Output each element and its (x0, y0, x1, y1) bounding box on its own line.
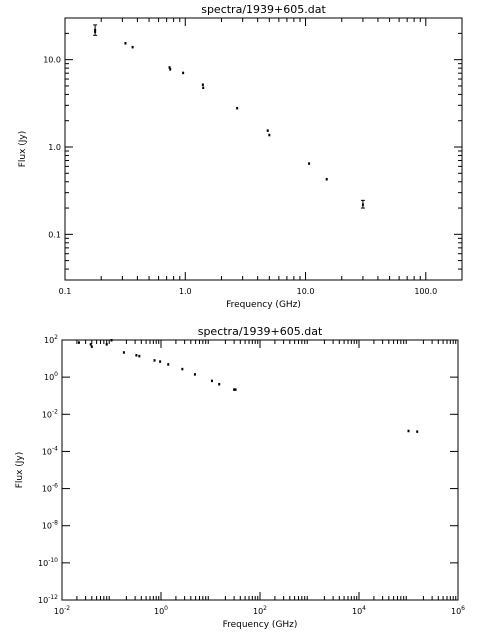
y-tick-label: 0.1 (48, 230, 61, 239)
data-point (407, 429, 410, 433)
x-tick-label: 1.0 (179, 287, 192, 296)
data-point (94, 30, 97, 34)
x-tick-label: 102 (253, 605, 267, 616)
y-tick-label: 10-8 (42, 520, 58, 531)
data-point (308, 162, 311, 165)
chart-title: spectra/1939+605.dat (201, 3, 326, 16)
y-tick-label: 102 (44, 334, 58, 345)
data-point (131, 45, 134, 49)
data-point (360, 199, 365, 209)
data-point (153, 359, 156, 362)
x-axis-label: Frequency (GHz) (223, 620, 298, 630)
plot-frame (61, 339, 459, 601)
x-axis-label: Frequency (GHz) (226, 300, 301, 310)
y-tick-label: 10-4 (42, 445, 58, 456)
data-point (236, 106, 239, 110)
data-point (181, 367, 184, 371)
data-point (193, 373, 196, 376)
x-tick-label: 100 (154, 605, 168, 616)
x-tick-label: 106 (451, 605, 465, 616)
x-tick-label: 0.1 (59, 287, 72, 296)
x-tick-label: 10.0 (297, 287, 315, 296)
data-point (233, 388, 236, 391)
data-point (202, 86, 205, 90)
data-point (201, 83, 204, 86)
y-axis-label: Flux (Jy) (18, 131, 28, 168)
data-point (138, 354, 141, 358)
y-tick-label: 100 (44, 371, 58, 382)
y-tick-label: 1.0 (48, 143, 61, 152)
data-point (110, 339, 113, 342)
data-point (182, 71, 185, 75)
data-point (218, 382, 221, 386)
data-point (93, 24, 98, 36)
data-point (266, 129, 269, 132)
data-point (77, 341, 80, 344)
data-point (234, 388, 237, 391)
data-point (325, 178, 328, 181)
y-tick-label: 10-12 (38, 594, 58, 605)
y-tick-label: 10-10 (38, 557, 58, 568)
data-point (168, 66, 171, 69)
data-point (169, 68, 172, 71)
x-tick-label: 10-2 (54, 605, 70, 616)
y-axis-label: Flux (Jy) (15, 452, 25, 489)
chart-1: spectra/1939+605.dat Frequency (GHz) Flux … (18, 3, 463, 310)
x-tick-label: 104 (352, 605, 366, 616)
y-tick-label: 10-2 (42, 408, 58, 419)
data-point (210, 379, 213, 383)
y-tick-label: 10-6 (42, 483, 58, 494)
data-point (268, 133, 271, 137)
chart-2: spectra/1939+605.dat Frequency (GHz) Flux … (15, 325, 465, 630)
data-point (416, 430, 419, 433)
plot-frame (64, 17, 463, 281)
data-point (159, 360, 162, 363)
data-point (124, 42, 127, 45)
data-point (167, 363, 170, 366)
data-point (122, 351, 125, 354)
data-point (89, 343, 92, 346)
data-point (90, 345, 93, 348)
y-tick-label: 10.0 (43, 56, 61, 65)
x-tick-label: 100.0 (414, 287, 437, 296)
data-point (105, 343, 108, 346)
data-point (135, 354, 138, 357)
chart-title: spectra/1939+605.dat (198, 325, 323, 338)
